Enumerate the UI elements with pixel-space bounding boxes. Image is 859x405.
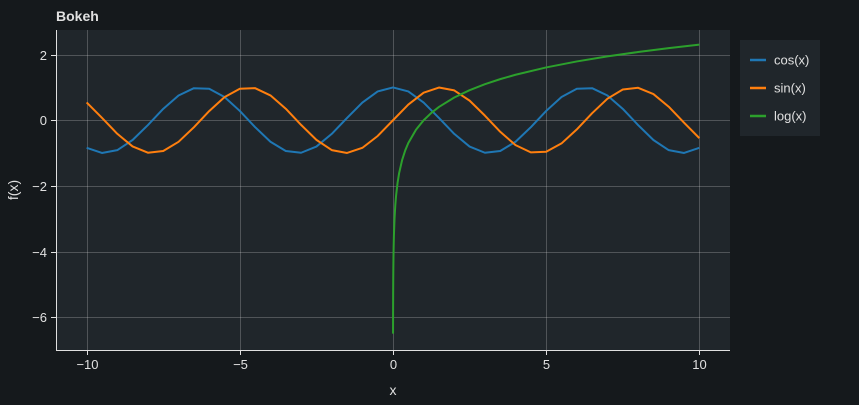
series-line-cos-x xyxy=(86,86,700,154)
x-tick-label: −5 xyxy=(233,357,248,372)
x-tick-label: 5 xyxy=(543,357,550,372)
legend: cos(x) sin(x) log(x) xyxy=(740,40,820,136)
series-line-log-x xyxy=(392,43,700,334)
y-tick-label: 2 xyxy=(40,48,47,63)
y-axis-label: f(x) xyxy=(5,180,21,200)
y-tick-label: 0 xyxy=(40,113,47,128)
legend-label-cos-x: cos(x) xyxy=(774,53,809,68)
y-tick-label: −4 xyxy=(32,245,47,260)
y-tick-label: −6 xyxy=(32,310,47,325)
legend-label-log-x: log(x) xyxy=(774,109,807,124)
y-axis-ticks: 2 0 −2 −4 −6 xyxy=(32,48,56,325)
x-tick-label: −10 xyxy=(76,357,98,372)
legend-label-sin-x: sin(x) xyxy=(774,81,806,96)
x-axis-label: x xyxy=(390,382,397,398)
chart-title: Bokeh xyxy=(56,8,99,24)
x-tick-label: 0 xyxy=(390,357,397,372)
series-layer xyxy=(85,43,701,334)
x-tick-label: 10 xyxy=(692,357,706,372)
series-line-sin-x xyxy=(85,86,701,154)
y-tick-label: −2 xyxy=(32,179,47,194)
x-axis-ticks: −10 −5 0 5 10 xyxy=(76,350,707,372)
